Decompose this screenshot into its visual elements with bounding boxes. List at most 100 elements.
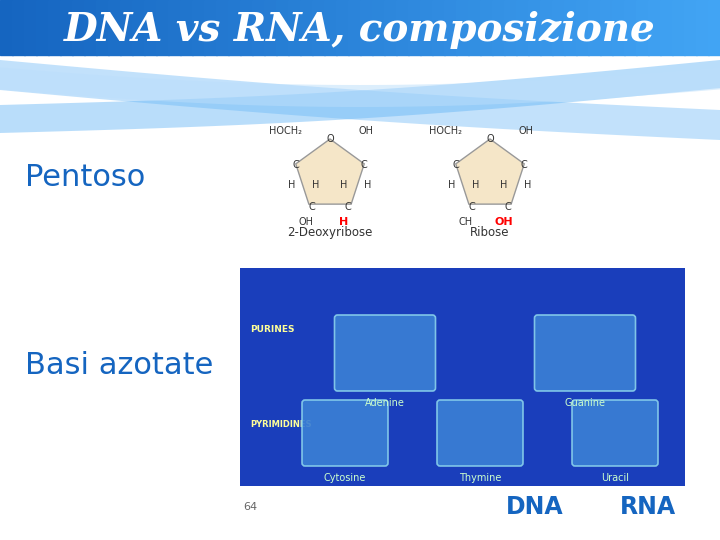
Text: Basi azotate: Basi azotate [25,350,213,380]
Text: O: O [326,134,334,144]
Text: C: C [309,202,315,212]
Text: C: C [469,202,475,212]
Bar [696,0,709,55]
Bar [588,0,601,55]
Polygon shape [0,68,720,107]
Bar [480,0,493,55]
Text: DNA vs RNA, composizione: DNA vs RNA, composizione [64,11,656,49]
FancyBboxPatch shape [335,315,436,391]
FancyBboxPatch shape [534,315,636,391]
Bar [444,0,457,55]
Text: C: C [292,160,300,170]
Text: Guanine: Guanine [564,398,606,408]
Bar [24,0,37,55]
Text: Uracil: Uracil [601,473,629,483]
Text: OH: OH [299,217,313,227]
Text: 2-Deoxyribose: 2-Deoxyribose [287,226,373,239]
Text: RNA: RNA [620,495,676,519]
Text: H: H [341,180,348,190]
Bar [624,0,637,55]
Text: OH: OH [359,126,374,136]
Bar [684,0,697,55]
Text: C: C [345,202,351,212]
Bar [144,0,157,55]
Polygon shape [296,139,364,204]
Bar [456,0,469,55]
Bar [120,0,133,55]
Text: OH: OH [518,126,534,136]
Text: HOCH₂: HOCH₂ [269,126,302,136]
Bar [336,0,349,55]
Text: C: C [521,160,527,170]
Bar [72,0,85,55]
Bar [300,0,313,55]
Bar [600,0,613,55]
Bar [288,0,301,55]
Bar [576,0,589,55]
FancyBboxPatch shape [572,400,658,466]
FancyBboxPatch shape [302,400,388,466]
Bar [108,0,121,55]
Polygon shape [0,60,720,133]
Bar [396,0,409,55]
Bar [192,0,205,55]
Text: H: H [312,180,320,190]
Bar [348,0,361,55]
Bar [36,0,49,55]
Text: PURINES: PURINES [250,325,294,334]
Bar [636,0,649,55]
Bar [648,0,661,55]
Bar [552,0,565,55]
Bar [132,0,145,55]
Bar [0,0,13,55]
Bar [252,0,265,55]
Text: Pentoso: Pentoso [25,164,145,192]
Text: H: H [500,180,508,190]
Bar [168,0,181,55]
Polygon shape [0,60,720,140]
Bar [516,0,529,55]
Bar [564,0,577,55]
Bar [372,0,385,55]
Text: Adenine: Adenine [365,398,405,408]
Text: 64: 64 [243,502,257,512]
Text: H: H [449,180,456,190]
Bar [492,0,505,55]
Text: PYRIMIDINES: PYRIMIDINES [250,421,312,429]
Bar [540,0,553,55]
Text: HOCH₂: HOCH₂ [430,126,462,136]
Text: Cytosine: Cytosine [324,473,366,483]
Bar [180,0,193,55]
Bar [204,0,217,55]
Bar [240,268,685,486]
Bar [324,0,337,55]
Text: C: C [505,202,511,212]
Bar [60,0,73,55]
FancyBboxPatch shape [437,400,523,466]
Text: Thymine: Thymine [459,473,501,483]
Bar [360,0,373,55]
Text: Ribose: Ribose [470,226,510,239]
Bar [48,0,61,55]
Bar [276,0,289,55]
Polygon shape [456,139,524,204]
Bar [468,0,481,55]
Bar [708,0,720,55]
Text: DNA: DNA [506,495,564,519]
Bar [660,0,673,55]
Bar [528,0,541,55]
Text: H: H [339,217,348,227]
Bar [84,0,97,55]
Text: H: H [288,180,296,190]
Text: O: O [486,134,494,144]
Bar [228,0,241,55]
Bar [96,0,109,55]
Bar [420,0,433,55]
Bar [156,0,169,55]
Bar [216,0,229,55]
Bar [240,0,253,55]
Text: H: H [364,180,372,190]
Bar [612,0,625,55]
Bar [432,0,445,55]
Bar [672,0,685,55]
